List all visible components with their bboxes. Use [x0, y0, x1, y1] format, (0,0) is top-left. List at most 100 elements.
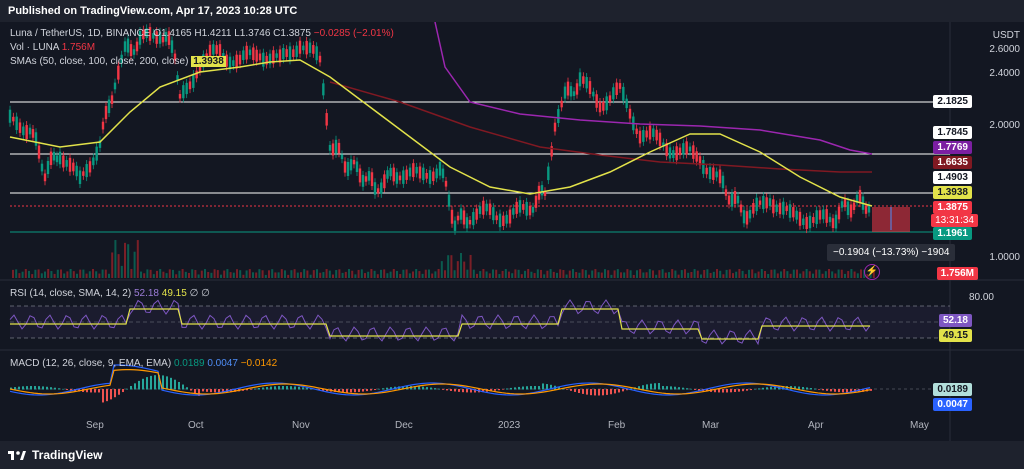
chart-area[interactable]: Luna / TetherUS, 1D, BINANCE O1.4165 H1.… — [0, 22, 1024, 441]
candle-body — [578, 72, 582, 87]
candle-body — [518, 200, 522, 213]
candle-body — [349, 159, 353, 171]
macd-hist-bar — [42, 386, 44, 390]
volume-bar — [546, 270, 549, 278]
candle-body — [585, 77, 588, 89]
volume-bar — [709, 272, 712, 278]
volume-bar — [495, 269, 498, 278]
volume-bar — [360, 269, 363, 278]
candle-body — [557, 109, 560, 123]
candle-body — [569, 86, 573, 97]
candle-body — [55, 155, 59, 163]
macd-hist-bar — [798, 386, 800, 390]
volume-bar — [460, 253, 462, 278]
volume-bar — [856, 273, 859, 278]
candle-body — [805, 216, 808, 230]
candle-body — [505, 214, 508, 224]
macd-hist-bar — [794, 386, 796, 390]
candle-body — [618, 83, 622, 89]
volume-bar — [111, 252, 114, 278]
macd-hist-bar — [26, 386, 28, 390]
macd-hist-bar — [354, 389, 356, 393]
candle-body — [540, 185, 544, 196]
volume-bar — [207, 271, 210, 278]
volume-bar — [636, 270, 638, 278]
volume-bar — [21, 271, 24, 278]
macd-hist-bar — [110, 389, 112, 400]
candle-body — [792, 207, 795, 218]
price-tick-1-0: 1.0000 — [989, 252, 1020, 263]
candle-body — [412, 163, 415, 178]
volume-bar — [719, 270, 722, 278]
volume-bar — [175, 274, 178, 278]
macd-hist-bar — [530, 386, 532, 390]
candle-body — [82, 171, 85, 176]
volume-bar — [124, 242, 126, 278]
volume-bar — [744, 274, 747, 278]
volume-bar — [245, 270, 248, 278]
macd-hist-bar — [358, 389, 360, 392]
volume-bar — [786, 271, 789, 278]
volume-bar — [488, 273, 491, 278]
volume-bar — [386, 273, 389, 278]
macd-hist-bar — [66, 389, 68, 390]
volume-bar — [303, 269, 306, 278]
macd-hist-bar — [214, 389, 216, 393]
candle-body — [522, 204, 525, 210]
macd-hist-bar — [126, 388, 128, 390]
candle-body — [748, 209, 752, 219]
candle-body — [655, 129, 658, 141]
macd-hist-bar — [834, 389, 836, 392]
lightning-icon[interactable]: ⚡ — [864, 264, 880, 280]
volume-bar — [725, 269, 728, 278]
volume-bar — [453, 270, 456, 278]
candle-body — [334, 139, 338, 154]
macd-hist-bar — [566, 389, 568, 390]
candle-body — [101, 121, 105, 130]
candle-body — [534, 195, 538, 208]
candle-body — [15, 116, 18, 131]
macd-hist-bar — [118, 389, 120, 395]
macd-hist-bar — [494, 389, 496, 391]
candle-body — [456, 215, 460, 221]
volume-bar — [300, 272, 302, 278]
volume-bar — [844, 273, 846, 278]
volume-bar — [197, 274, 200, 278]
volume-bar — [796, 269, 798, 278]
macd-hist-bar — [94, 389, 96, 393]
volume-bar — [373, 270, 376, 278]
macd-hist-bar — [458, 389, 460, 392]
macd-hist-bar — [18, 386, 20, 390]
macd-hist-bar — [630, 388, 632, 390]
macd-hist-bar — [670, 386, 672, 390]
volume-bar — [562, 270, 565, 278]
macd-hist-bar — [606, 389, 608, 395]
volume-bar — [447, 255, 450, 278]
macd-hist-bar — [770, 386, 772, 390]
volume-bar — [114, 240, 117, 278]
volume-bar — [66, 271, 69, 278]
macd-hist-bar — [550, 384, 552, 390]
volume-bar — [252, 272, 254, 278]
candle-body — [432, 171, 435, 182]
macd-hist-bar — [250, 389, 252, 390]
candle-body — [441, 168, 445, 179]
candle-body — [468, 219, 472, 225]
macd-hist-bar — [594, 389, 596, 396]
volume-bar — [552, 271, 555, 278]
macd-hist-bar — [386, 387, 388, 390]
chart-canvas[interactable] — [0, 22, 1024, 441]
macd-hist-bar — [194, 389, 196, 394]
volume-bar — [440, 261, 443, 278]
candle-body — [298, 40, 302, 54]
candle-body — [402, 170, 405, 184]
volume-bar — [156, 270, 158, 278]
macd-hist-bar — [810, 387, 812, 390]
volume-bar — [383, 269, 386, 278]
macd-hist-bar — [390, 387, 392, 390]
macd-hist-bar — [38, 386, 40, 390]
price-tick-2-6: 2.6000 — [989, 44, 1020, 55]
volume-bar — [818, 269, 821, 278]
price-tick-2-4: 2.4000 — [989, 68, 1020, 79]
bar-countdown: 13:31:34 — [931, 214, 978, 227]
